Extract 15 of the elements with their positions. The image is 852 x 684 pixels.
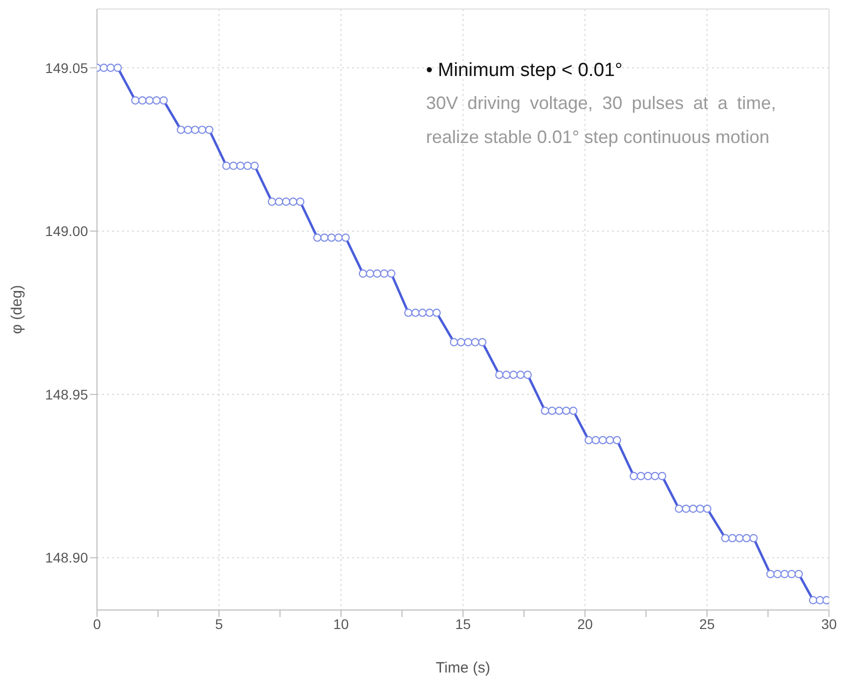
y-tick-label: 149.00 [45,223,88,240]
y-tick-label: 149.05 [45,60,88,76]
annotation: • Minimum step < 0.01° [426,60,624,82]
annotation: 30V driving voltage, 30 pulses at a time, realize stable 0.01° step continuous motion [426,92,776,149]
x-tick-label: 10 [333,616,349,632]
y-tick-label: 148.95 [45,386,88,402]
x-tick-label: 0 [93,616,102,632]
y-axis-title: φ (deg) [8,285,26,334]
x-tick-label: 25 [699,616,715,632]
x-tick-label: 20 [577,616,593,632]
x-tick-label: 15 [455,616,471,632]
x-tick-label: 5 [215,616,224,632]
x-axis-title: Time (s) [436,660,490,677]
x-tick-label: 30 [821,616,837,632]
y-tick-label: 148.90 [45,550,88,566]
